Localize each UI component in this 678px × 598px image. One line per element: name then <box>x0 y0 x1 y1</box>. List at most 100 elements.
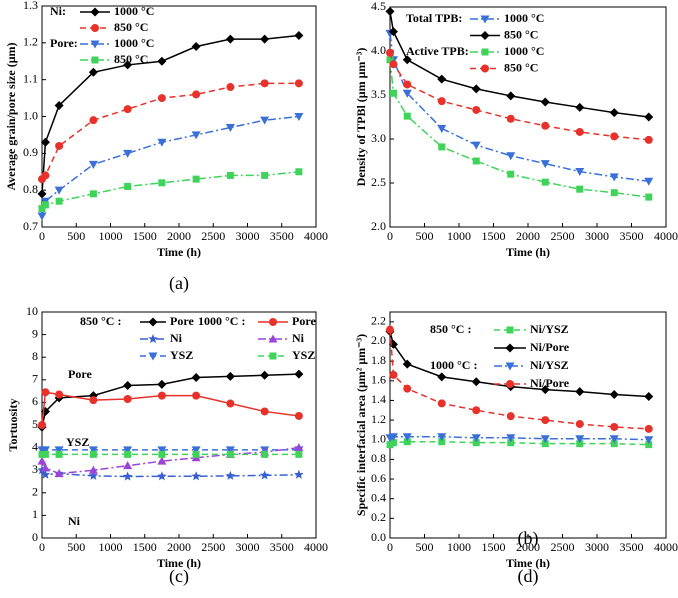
x-tick-label: 3000 <box>236 229 260 243</box>
data-point <box>575 420 584 429</box>
data-point <box>226 399 235 408</box>
data-point <box>123 60 133 70</box>
series-line <box>41 82 299 180</box>
data-point <box>157 391 166 400</box>
data-point <box>226 83 235 92</box>
data-point <box>645 441 653 449</box>
data-point <box>389 370 398 379</box>
y-tick-label: 7 <box>32 372 38 386</box>
data-point <box>388 433 398 442</box>
data-point <box>157 138 167 147</box>
data-point <box>225 34 235 44</box>
panel: 0 500 1000 1500 2000 2500 3000 3500 4000 2.0 2.5 3.… <box>354 0 678 549</box>
y-tick-label: 2.2 <box>371 314 386 328</box>
y-tick-label: 2.0 <box>371 333 386 347</box>
legend-label: 850 °C <box>504 27 538 41</box>
data-point <box>191 446 201 455</box>
data-point <box>38 421 46 429</box>
data-point <box>294 469 304 479</box>
data-point <box>192 450 200 458</box>
data-point <box>506 434 516 443</box>
data-point <box>610 422 619 431</box>
x-tick-label: 1500 <box>482 540 506 554</box>
x-tick-label: 500 <box>416 540 434 554</box>
y-tick-label: 1.3 <box>23 0 38 12</box>
plot-frame <box>41 311 317 539</box>
data-point <box>88 465 98 474</box>
data-point <box>294 113 304 121</box>
x-tick-label: 3500 <box>620 540 644 554</box>
data-point <box>403 112 411 120</box>
panel: 0 500 1000 1500 2000 2500 3000 3500 4000 0 1 2 3 4 5 6 7… <box>6 304 328 587</box>
series-line <box>389 59 649 198</box>
data-point <box>609 173 619 182</box>
legend-label: 1000 °C <box>114 4 154 18</box>
data-point <box>158 450 166 458</box>
data-point <box>40 463 50 472</box>
y-tick-label: 5 <box>32 417 38 431</box>
data-point <box>540 435 550 444</box>
legend-group: 1000 °C : <box>430 358 477 372</box>
legend-marker <box>269 318 277 326</box>
data-point <box>226 450 234 458</box>
x-tick-label: 3500 <box>620 229 644 243</box>
y-tick-label: 1.6 <box>371 373 386 387</box>
data-point <box>192 90 201 99</box>
x-tick-label: 1000 <box>447 540 471 554</box>
legend-label: 850 °C <box>504 60 538 74</box>
data-point <box>506 114 515 123</box>
data-point <box>471 434 481 443</box>
data-point <box>157 56 167 66</box>
legend-marker <box>90 7 100 17</box>
data-point <box>191 131 201 140</box>
data-point <box>157 379 167 389</box>
x-tick-label: 0 <box>387 229 393 243</box>
x-tick-label: 1500 <box>133 540 157 554</box>
data-point <box>295 168 303 176</box>
legend-group: Pore: <box>50 36 78 50</box>
legend-marker <box>148 317 158 327</box>
series-line <box>389 329 649 430</box>
legend-label: Ni/YSZ <box>530 358 569 372</box>
legend-label: Ni <box>292 331 305 345</box>
data-point <box>88 160 98 169</box>
x-tick-label: 2500 <box>551 229 575 243</box>
y-tick-label: 0.8 <box>23 182 38 196</box>
data-point <box>609 435 619 444</box>
data-point <box>540 385 550 395</box>
legend-marker <box>480 15 490 24</box>
annotation: YSZ <box>66 435 89 449</box>
data-point <box>123 380 133 390</box>
data-point <box>157 471 167 481</box>
x-tick-label: 3500 <box>270 540 294 554</box>
data-point <box>124 450 132 458</box>
annotation: Ni <box>68 514 81 528</box>
legend-label: YSZ <box>170 348 193 362</box>
y-tick-label: 3.5 <box>371 87 386 101</box>
data-point <box>541 416 550 425</box>
data-point <box>41 450 49 458</box>
x-tick-label: 2000 <box>167 540 191 554</box>
x-tick-label: 2500 <box>201 540 225 554</box>
data-point <box>386 48 394 57</box>
legend-group: 1000 °C : <box>198 314 245 328</box>
data-point <box>260 34 270 44</box>
data-point <box>437 74 447 84</box>
data-point <box>644 424 653 433</box>
series-line <box>41 391 299 426</box>
data-point <box>471 141 481 150</box>
series-line <box>41 171 299 210</box>
data-point <box>644 436 654 445</box>
data-point <box>40 446 50 455</box>
data-point <box>89 116 98 125</box>
legend-label: 850 °C <box>114 52 148 66</box>
data-point <box>55 197 63 205</box>
data-point <box>158 179 166 187</box>
plot-frame <box>389 311 667 539</box>
legend-label: Pore <box>292 314 316 328</box>
data-point <box>610 440 618 448</box>
x-axis-label: Time (h) <box>157 556 201 570</box>
y-tick-label: 9 <box>32 326 38 340</box>
x-tick-label: 3000 <box>585 229 609 243</box>
data-point <box>389 89 397 97</box>
